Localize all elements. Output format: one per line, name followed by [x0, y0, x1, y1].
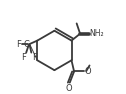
Text: F: F: [21, 53, 26, 62]
Text: F: F: [32, 53, 37, 62]
Text: C: C: [23, 39, 29, 49]
Text: O: O: [66, 84, 72, 93]
Text: NH₂: NH₂: [89, 29, 104, 38]
Text: O: O: [85, 67, 91, 76]
Text: F: F: [17, 39, 21, 49]
